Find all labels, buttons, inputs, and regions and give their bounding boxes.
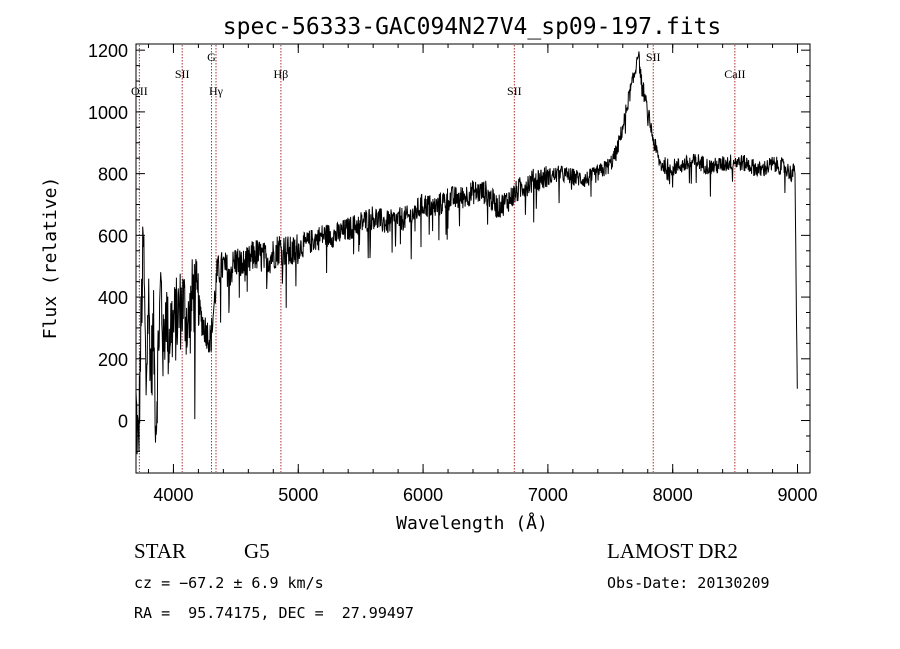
x-axis-label: Wavelength (Å) [396, 512, 548, 534]
survey-name: LAMOST DR2 [607, 539, 738, 563]
spectral-line-markers: OII SII G Hγ Hβ SII SII CaII [131, 45, 746, 472]
x-tick-label: 4000 [153, 485, 193, 505]
spectral-line-label: G [207, 50, 216, 64]
spectrum-series [135, 51, 798, 455]
spectrum-line [135, 51, 798, 455]
x-tick-label: 7000 [528, 485, 568, 505]
redshift-text: cz = −67.2 ± 6.9 km/s [134, 574, 324, 592]
y-axis-ticks: 0 200 400 600 800 1000 1200 [88, 41, 810, 452]
y-tick-label: 600 [98, 226, 128, 246]
object-subclass: G5 [244, 539, 270, 563]
y-tick-label: 1200 [88, 41, 128, 61]
coordinates-text: RA = 95.74175, DEC = 27.99497 [134, 604, 414, 622]
chart-title: spec-56333-GAC094N27V4_sp09-197.fits [223, 14, 722, 40]
y-tick-label: 400 [98, 288, 128, 308]
x-tick-label: 6000 [403, 485, 443, 505]
x-axis-ticks: 4000 5000 6000 7000 8000 9000 [147, 44, 818, 505]
y-axis-label: Flux (relative) [40, 177, 61, 340]
object-class: STAR [134, 539, 186, 563]
y-tick-label: 1000 [88, 103, 128, 123]
spectral-line-label: SII [646, 50, 661, 64]
spectral-line-label: OII [131, 84, 148, 98]
spectral-line-label: SII [175, 67, 190, 81]
y-tick-label: 200 [98, 350, 128, 370]
y-tick-label: 800 [98, 165, 128, 185]
y-tick-label: 0 [118, 412, 128, 432]
spectral-line-label: CaII [724, 67, 745, 81]
obs-date-text: Obs-Date: 20130209 [607, 574, 770, 592]
x-tick-label: 9000 [777, 485, 817, 505]
spectral-line-label: SII [507, 84, 522, 98]
spectral-line-label: Hγ [209, 84, 224, 98]
x-tick-label: 8000 [653, 485, 693, 505]
x-tick-label: 5000 [278, 485, 318, 505]
spectral-line-label: Hβ [274, 67, 289, 81]
